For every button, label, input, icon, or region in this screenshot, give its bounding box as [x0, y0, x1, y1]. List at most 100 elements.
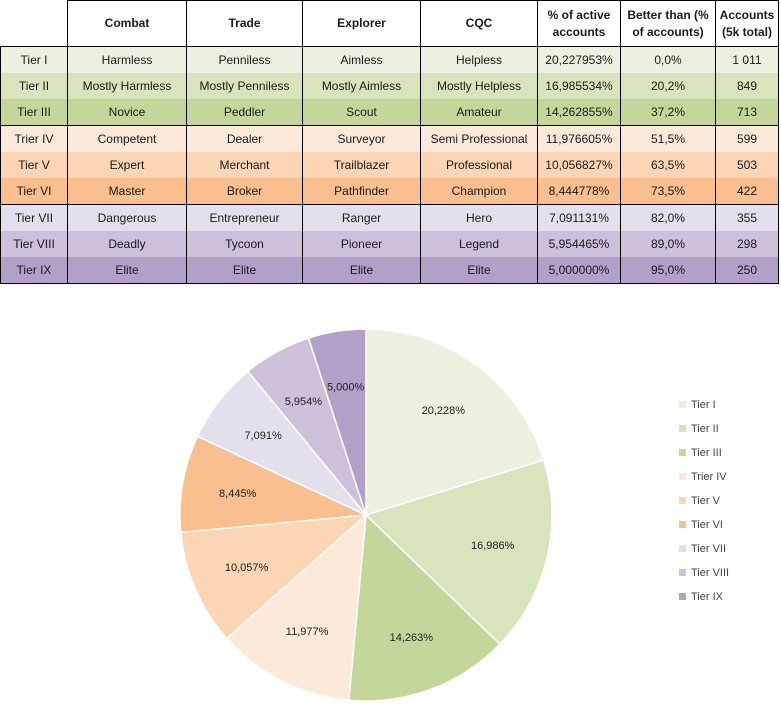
cell-explorer: Elite	[302, 257, 421, 284]
cell-combat: Expert	[67, 152, 187, 178]
cell-accounts: 849	[715, 73, 779, 99]
legend-label: Tier V	[691, 495, 721, 507]
table-row: Tier VIII Deadly Tycoon Pioneer Legend 5,9544…	[0, 231, 779, 257]
cell-tier: Tier III	[0, 99, 68, 126]
cell-accounts: 599	[715, 125, 779, 152]
cell-combat: Master	[67, 178, 187, 205]
cell-tier: Tier V	[0, 152, 68, 178]
legend-label: Tier VII	[691, 543, 726, 555]
legend-label: Tier VIII	[691, 567, 729, 579]
cell-cqc: Hero	[420, 204, 538, 231]
cell-cqc: Professional	[420, 152, 538, 178]
legend-label: Tier IX	[691, 591, 724, 603]
cell-tier: Tier VII	[0, 204, 68, 231]
cell-cqc: Semi Professional	[420, 125, 538, 152]
cell-cqc: Legend	[420, 231, 538, 257]
cell-pct: 5,954465%	[537, 231, 621, 257]
pie-data-label: 20,228%	[422, 405, 466, 417]
cell-better: 51,5%	[620, 125, 716, 152]
cell-accounts: 503	[715, 152, 779, 178]
legend-swatch	[679, 425, 686, 432]
cell-better: 63,5%	[620, 152, 716, 178]
table-row: Tier IX Elite Elite Elite Elite 5,000000% 95,0…	[0, 257, 779, 284]
cell-cqc: Mostly Helpless	[420, 73, 538, 99]
pie-slice	[364, 459, 553, 646]
cell-explorer: Scout	[302, 99, 421, 126]
cell-pct: 10,056827%	[537, 152, 621, 178]
cell-pct: 8,444778%	[537, 178, 621, 205]
cell-explorer: Pathfinder	[302, 178, 421, 205]
header-pct-active: % of active accounts	[537, 0, 621, 47]
pie-slices	[179, 328, 553, 702]
pie-data-label: 7,091%	[244, 430, 282, 442]
pie-chart: 20,228% 16,986% 14,263% 11,977% 10,057% 8,445…	[179, 328, 729, 702]
cell-accounts: 355	[715, 204, 779, 231]
cell-explorer: Surveyor	[302, 125, 421, 152]
cell-combat: Competent	[67, 125, 187, 152]
cell-cqc: Elite	[420, 257, 538, 284]
header-accounts: Accounts (5k total)	[715, 0, 779, 47]
table-body: Tier I Harmless Penniless Aimless Helpless 20…	[0, 46, 779, 284]
table-row: Tier V Expert Merchant Trailblazer Professio…	[0, 152, 779, 178]
pie-data-label: 10,057%	[225, 562, 269, 574]
cell-trade: Broker	[186, 178, 303, 205]
cell-trade: Peddler	[186, 99, 303, 126]
cell-pct: 5,000000%	[537, 257, 621, 284]
cell-trade: Dealer	[186, 125, 303, 152]
legend-swatch	[679, 521, 686, 528]
cell-better: 20,2%	[620, 73, 716, 99]
table-row: Tier VII Dangerous Entrepreneur Ranger Hero 7…	[0, 204, 779, 231]
cell-trade: Elite	[186, 257, 303, 284]
header-explorer: Explorer	[302, 0, 421, 47]
cell-accounts: 298	[715, 231, 779, 257]
legend-label: Tier VI	[691, 519, 723, 531]
tier-table-container: Combat Trade Explorer CQC % of active ac…	[0, 0, 781, 284]
cell-pct: 20,227953%	[537, 46, 621, 73]
cell-trade: Entrepreneur	[186, 204, 303, 231]
cell-trade: Merchant	[186, 152, 303, 178]
cell-better: 0,0%	[620, 46, 716, 73]
pie-slice	[307, 328, 367, 516]
cell-better: 82,0%	[620, 204, 716, 231]
pie-data-label: 16,986%	[471, 540, 515, 552]
cell-accounts: 250	[715, 257, 779, 284]
legend-swatch	[679, 473, 686, 480]
cell-tier: Tier VI	[0, 178, 68, 205]
header-combat: Combat	[67, 0, 187, 47]
legend-swatch	[679, 401, 686, 408]
header-trade: Trade	[186, 0, 303, 47]
pie-data-label: 8,445%	[219, 488, 257, 500]
cell-cqc: Helpless	[420, 46, 538, 73]
legend-label: Trier IV	[691, 471, 727, 483]
header-cqc: CQC	[420, 0, 538, 47]
cell-combat: Mostly Harmless	[67, 73, 187, 99]
cell-combat: Deadly	[67, 231, 187, 257]
tier-table: Combat Trade Explorer CQC % of active ac…	[0, 0, 779, 284]
legend-swatch	[679, 545, 686, 552]
legend-label: Tier I	[691, 399, 716, 411]
cell-accounts: 422	[715, 178, 779, 205]
cell-cqc: Champion	[420, 178, 538, 205]
pie-data-labels: 20,228% 16,986% 14,263% 11,977% 10,057% 8,445…	[219, 381, 515, 644]
cell-trade: Tycoon	[186, 231, 303, 257]
cell-pct: 14,262855%	[537, 99, 621, 126]
cell-pct: 16,985534%	[537, 73, 621, 99]
cell-tier: Tier I	[0, 46, 68, 73]
cell-explorer: Aimless	[302, 46, 421, 73]
cell-combat: Elite	[67, 257, 187, 284]
cell-tier: Tier II	[0, 73, 68, 99]
pie-data-label: 5,954%	[285, 396, 323, 408]
header-better-than: Better than (% of accounts)	[620, 0, 716, 47]
cell-trade: Mostly Penniless	[186, 73, 303, 99]
legend-label: Tier II	[691, 423, 719, 435]
cell-tier: Tier VIII	[0, 231, 68, 257]
pie-data-label: 5,000%	[327, 381, 365, 393]
table-header-row: Combat Trade Explorer CQC % of active ac…	[0, 0, 779, 47]
pie-slice	[347, 513, 501, 702]
cell-pct: 11,976605%	[537, 125, 621, 152]
pie-slice	[179, 435, 369, 534]
legend-swatch	[679, 497, 686, 504]
cell-combat: Harmless	[67, 46, 187, 73]
pie-slice	[365, 328, 545, 517]
table-row: Tier III Novice Peddler Scout Amateur 14,2628…	[0, 99, 779, 126]
